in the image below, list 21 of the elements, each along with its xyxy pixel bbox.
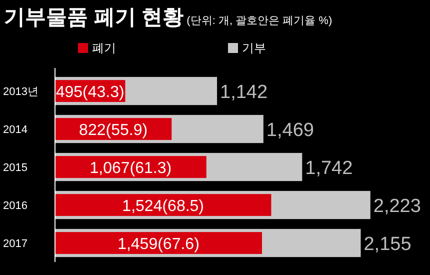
y-tick-label: 2014 — [3, 124, 28, 136]
data-label: 2,155 — [364, 234, 412, 255]
data-label: 1,067(61.3) — [90, 160, 172, 177]
title: 기부물품 폐기 현황 — [4, 6, 184, 29]
y-tick-label: 2017 — [3, 238, 28, 250]
data-label: 1,142 — [220, 82, 268, 103]
y-tick-label: 2015 — [3, 162, 28, 174]
legend-label: 폐기 — [92, 41, 116, 55]
chart-subtitle: (단위: 개, 괄호안은 폐기율 %) — [186, 15, 332, 27]
data-label: 1,742 — [305, 158, 353, 179]
data-label: 1,524(68.5) — [122, 198, 204, 215]
data-label: 1,469 — [266, 120, 314, 141]
data-label: 822(55.9) — [79, 122, 148, 139]
data-label: 1,459(67.6) — [118, 236, 200, 253]
bar — [55, 232, 262, 254]
data-label: 2,223 — [373, 196, 421, 217]
y-tick-label: 2016 — [3, 200, 28, 212]
y-tick-label: 2013년 — [3, 86, 38, 98]
bar — [55, 194, 272, 216]
data-label: 495(43.3) — [56, 84, 124, 101]
legend-label: 기부 — [242, 41, 266, 55]
